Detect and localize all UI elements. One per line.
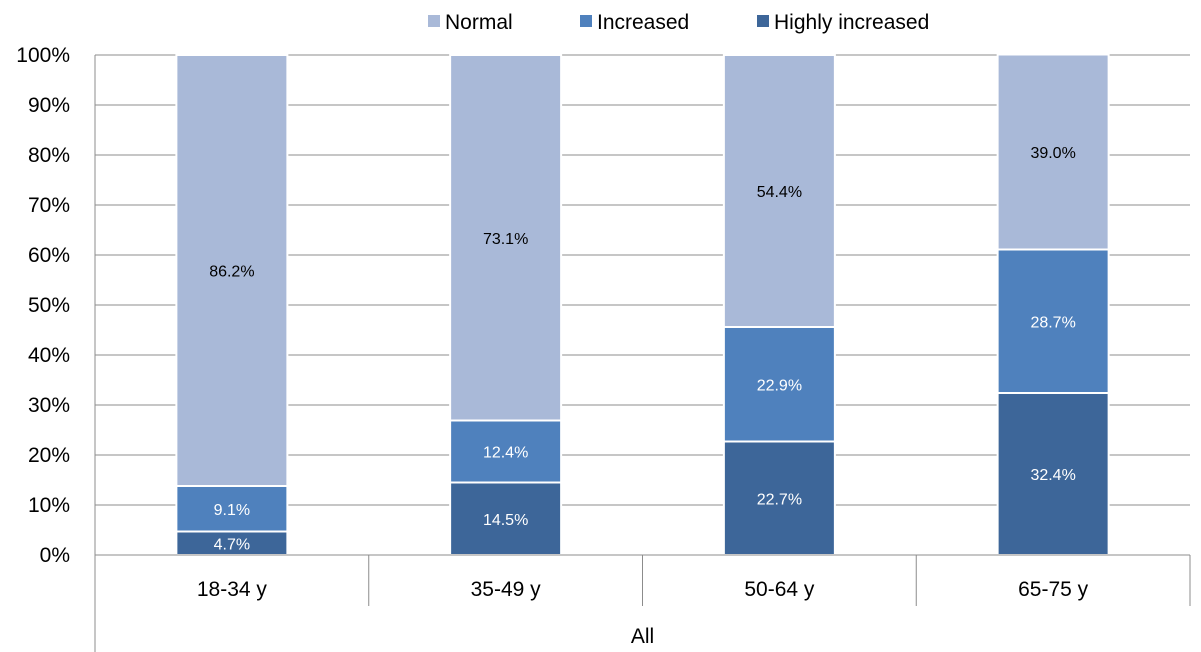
legend-label: Highly increased bbox=[774, 11, 929, 34]
bar-segment-increased bbox=[722, 326, 836, 443]
x-tick-label: 50-64 y bbox=[744, 578, 815, 601]
axes bbox=[94, 55, 1191, 652]
data-label-increased: 22.9% bbox=[757, 377, 802, 394]
bar-segment-normal bbox=[722, 54, 836, 328]
legend-swatch bbox=[757, 15, 769, 27]
bar-segment-highly-increased bbox=[722, 440, 836, 556]
data-label-highly-increased: 14.5% bbox=[483, 512, 528, 529]
legend-swatch bbox=[580, 15, 592, 27]
legend-item-increased: Increased bbox=[580, 11, 689, 34]
bar-stack: 14.5% 12.4% 73.1% bbox=[449, 54, 563, 556]
bar-stack: 4.7% 9.1% 86.2% bbox=[175, 54, 289, 556]
x-tick-label: 65-75 y bbox=[1018, 578, 1089, 601]
data-label-normal: 39.0% bbox=[1030, 145, 1075, 162]
data-label-increased: 28.7% bbox=[1030, 314, 1075, 331]
legend-label: Increased bbox=[597, 11, 689, 34]
bar-segment-normal bbox=[449, 54, 563, 422]
x-tick-label: 18-34 y bbox=[197, 578, 268, 601]
group-label: All bbox=[631, 625, 654, 648]
y-tick-label: 60% bbox=[28, 244, 70, 267]
data-label-highly-increased: 32.4% bbox=[1030, 467, 1075, 484]
legend: Normal Increased Highly increased bbox=[428, 11, 929, 34]
bar-segment-normal bbox=[175, 54, 289, 487]
y-tick-label: 100% bbox=[16, 44, 70, 67]
data-label-normal: 54.4% bbox=[757, 184, 802, 201]
y-tick-label: 90% bbox=[28, 94, 70, 117]
data-label-normal: 73.1% bbox=[483, 231, 528, 248]
y-axis-tick-labels: 0% 10% 20% 30% 40% 50% 60% 70% 80% 90% 100% bbox=[16, 44, 70, 567]
y-tick-label: 10% bbox=[28, 494, 70, 517]
legend-label: Normal bbox=[445, 11, 513, 34]
bar-stack: 32.4% 28.7% 39.0% bbox=[996, 53, 1110, 556]
y-tick-label: 80% bbox=[28, 144, 70, 167]
bars: 4.7% 9.1% 86.2% 14.5% 12.4% 73.1% 22.7% 22.9% 54… bbox=[175, 53, 1110, 556]
y-tick-label: 30% bbox=[28, 394, 70, 417]
legend-swatch bbox=[428, 15, 440, 27]
data-label-normal: 86.2% bbox=[209, 264, 254, 281]
bar-segment-increased bbox=[175, 485, 289, 533]
legend-item-normal: Normal bbox=[428, 11, 513, 34]
y-tick-label: 50% bbox=[28, 294, 70, 317]
bar-segment-normal bbox=[996, 53, 1110, 251]
legend-item-highly-increased: Highly increased bbox=[757, 11, 929, 34]
bar-stack: 22.7% 22.9% 54.4% bbox=[722, 54, 836, 556]
y-tick-label: 70% bbox=[28, 194, 70, 217]
bar-segment-highly-increased bbox=[996, 392, 1110, 556]
y-tick-label: 40% bbox=[28, 344, 70, 367]
data-label-highly-increased: 22.7% bbox=[757, 491, 802, 508]
x-tick-label: 35-49 y bbox=[471, 578, 542, 601]
data-label-highly-increased: 4.7% bbox=[214, 536, 250, 553]
y-tick-label: 0% bbox=[40, 544, 70, 567]
y-tick-label: 20% bbox=[28, 444, 70, 467]
data-label-increased: 9.1% bbox=[214, 502, 250, 519]
category-labels: 18-34 y 35-49 y 50-64 y 65-75 y bbox=[197, 578, 1089, 601]
data-label-increased: 12.4% bbox=[483, 445, 528, 462]
